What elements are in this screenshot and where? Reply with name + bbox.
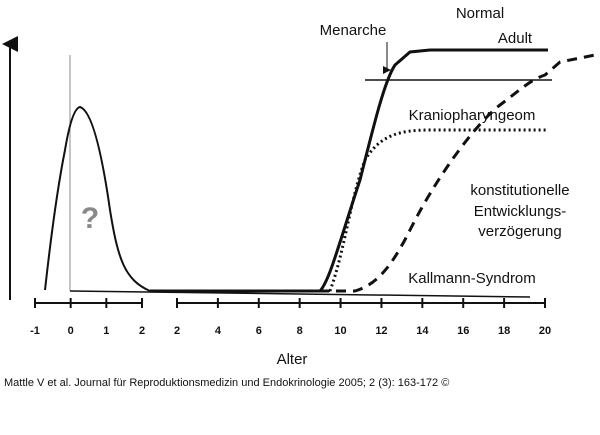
tick-label: 0 xyxy=(68,325,74,337)
tick-label: 2 xyxy=(139,325,145,337)
tick-label: 14 xyxy=(416,325,429,337)
label: Normal xyxy=(456,5,504,22)
tick-label: 12 xyxy=(375,325,387,337)
tick-label: 10 xyxy=(334,325,346,337)
kallmann-curve xyxy=(69,290,531,298)
label: Kallmann-Syndrom xyxy=(408,270,536,287)
tick-label: 16 xyxy=(457,325,469,337)
delay-curve xyxy=(200,53,596,293)
x-label: Alter xyxy=(277,351,308,368)
caption: Mattle V et al. Journal für Reproduktion… xyxy=(4,377,449,389)
tick-label: 2 xyxy=(174,325,180,337)
tick-label: 6 xyxy=(256,325,262,337)
label: Entwicklungs- xyxy=(474,203,567,220)
label: konstitutionelle xyxy=(470,182,569,199)
label: Kraniopharyngeom xyxy=(409,107,536,124)
tick-label: 18 xyxy=(498,325,510,337)
label: Menarche xyxy=(320,22,387,39)
tick-label: 20 xyxy=(539,325,551,337)
unknown-mark: ? xyxy=(81,202,99,235)
label: Adult xyxy=(498,30,533,47)
normal-curve xyxy=(150,48,548,293)
tick-label: 1 xyxy=(103,325,109,337)
kranio-curve xyxy=(300,128,548,293)
label: verzögerung xyxy=(478,223,561,240)
neonatal-curve xyxy=(44,105,330,292)
tick-label: 4 xyxy=(215,325,222,337)
tick-label: -1 xyxy=(30,325,40,337)
tick-label: 8 xyxy=(297,325,303,337)
